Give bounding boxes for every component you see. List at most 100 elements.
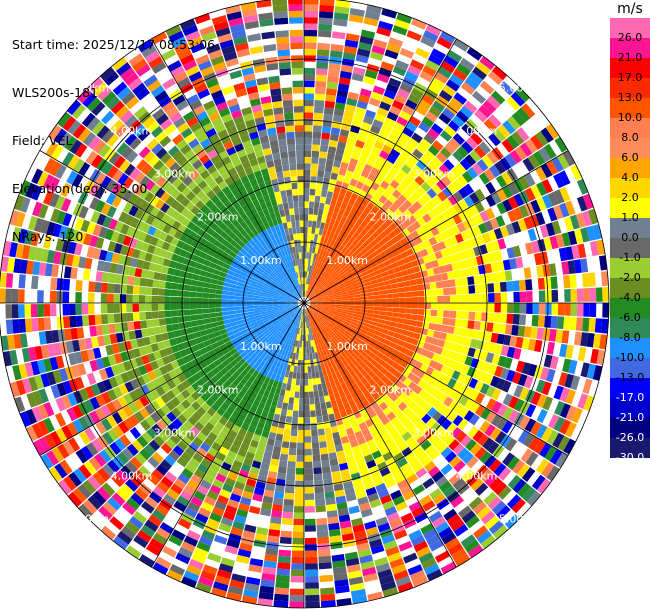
ppi-gate [341, 374, 349, 383]
ppi-gate [453, 191, 464, 202]
ppi-gate [263, 339, 270, 346]
ppi-gate [302, 309, 304, 316]
ppi-gate [310, 340, 314, 347]
ppi-gate [391, 431, 402, 442]
ppi-gate [320, 453, 329, 461]
ppi-gate [368, 97, 381, 107]
ppi-gate [51, 447, 65, 463]
ppi-gate [506, 281, 514, 292]
ppi-gate [214, 379, 224, 389]
ppi-gate [205, 254, 214, 262]
ppi-gate [309, 321, 312, 328]
ppi-gate [305, 544, 317, 551]
ppi-gate [304, 239, 308, 246]
ppi-gate [397, 426, 408, 437]
ppi-gate [341, 307, 349, 310]
ppi-gate [241, 290, 248, 295]
ppi-gate [351, 352, 358, 360]
ppi-gate [375, 258, 384, 266]
ppi-gate [450, 518, 465, 532]
ppi-gate [558, 372, 568, 387]
ppi-gate [357, 334, 365, 341]
ppi-gate [123, 340, 133, 351]
ppi-gate [570, 303, 578, 317]
ppi-gate [166, 379, 177, 390]
ppi-gate [335, 585, 350, 594]
ppi-gate [228, 287, 236, 293]
ppi-gate [153, 368, 163, 378]
ppi-gate [312, 131, 322, 139]
ppi-gate [54, 195, 66, 210]
ppi-gate [325, 197, 332, 205]
ppi-gate [457, 372, 467, 384]
ppi-gate [378, 195, 388, 204]
ppi-gate [215, 335, 223, 342]
ppi-gate [314, 492, 325, 500]
ppi-gate [479, 210, 490, 223]
ppi-gate [391, 316, 399, 323]
ppi-gate [360, 377, 368, 385]
ppi-gate [335, 304, 343, 307]
ppi-gate [555, 233, 565, 248]
ppi-gate [554, 400, 565, 416]
ppi-gate [355, 490, 367, 500]
ppi-gate [402, 219, 412, 228]
ppi-gate [567, 230, 578, 246]
ppi-gate [588, 272, 596, 287]
ppi-gate [304, 442, 312, 450]
ppi-gate [314, 106, 324, 114]
ppi-gate [424, 149, 436, 161]
ppi-gate [255, 448, 265, 457]
ppi-gate [260, 291, 268, 296]
ppi-gate [379, 266, 387, 274]
ppi-gate [411, 506, 425, 518]
ppi-gate [395, 575, 411, 587]
ppi-gate [436, 442, 448, 454]
ppi-gate [430, 369, 440, 379]
ppi-gate [333, 325, 340, 331]
ppi-gate [62, 212, 73, 227]
ppi-gate [330, 127, 341, 135]
ppi-gate [364, 178, 374, 188]
ppi-gate [440, 272, 449, 281]
ppi-gate [469, 389, 480, 401]
ppi-gate [322, 369, 328, 377]
ppi-gate [63, 266, 72, 279]
ppi-gate [444, 142, 457, 155]
ppi-gate [423, 428, 435, 440]
ppi-gate [261, 456, 271, 465]
ppi-gate [446, 246, 455, 256]
ppi-gate [340, 289, 347, 293]
ppi-gate [380, 298, 387, 303]
ppi-gate [192, 273, 200, 281]
ppi-gate [374, 113, 386, 123]
ppi-gate [318, 241, 324, 249]
ppi-gate [155, 556, 172, 570]
ppi-gate [155, 397, 166, 408]
ppi-gate [399, 132, 411, 143]
ppi-gate [415, 47, 430, 59]
ppi-gate [519, 291, 527, 303]
ppi-gate [334, 323, 342, 329]
ppi-gate [518, 204, 530, 218]
ppi-gate [451, 334, 460, 344]
ppi-gate [249, 466, 260, 475]
ppi-gate [443, 396, 454, 407]
ppi-gate [461, 141, 474, 154]
ppi-gate [551, 156, 564, 173]
ppi-gate [551, 289, 559, 302]
ppi-gate [335, 332, 342, 339]
ppi-gate [402, 406, 412, 416]
ppi-gate [304, 220, 308, 227]
ppi-gate [465, 328, 474, 338]
ppi-gate [348, 399, 356, 408]
ppi-gate [392, 406, 402, 417]
ppi-gate [107, 241, 117, 252]
ppi-gate [342, 277, 350, 283]
ppi-gate [248, 285, 256, 290]
ppi-gate [394, 327, 403, 334]
ppi-gate [278, 395, 285, 403]
ppi-gate [546, 368, 556, 383]
ppi-gate [175, 393, 186, 403]
ppi-gate [346, 328, 354, 334]
